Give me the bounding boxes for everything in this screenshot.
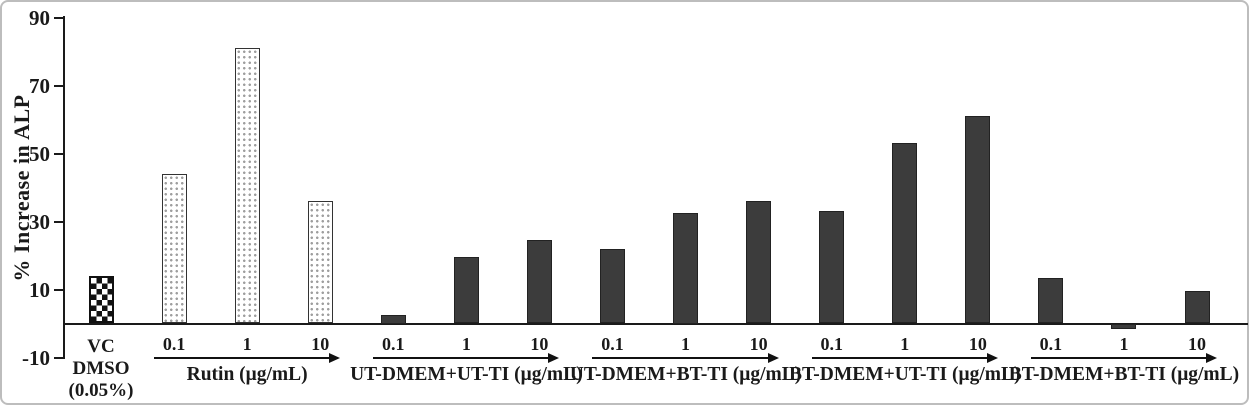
x-tick-label: 1	[1119, 334, 1129, 354]
group-axis-arrow	[592, 352, 779, 363]
bar	[746, 201, 772, 324]
group-label: Rutin (μg/mL)	[186, 364, 308, 385]
group-label-line: DMSO	[72, 358, 130, 379]
bar	[1111, 323, 1137, 329]
y-tick-mark	[54, 220, 64, 223]
group-axis-arrow	[373, 352, 560, 363]
x-tick-label: 10	[749, 334, 768, 354]
x-tick-label: 10	[311, 334, 330, 354]
y-tick-mark	[54, 152, 64, 155]
bar	[673, 213, 699, 324]
y-tick-label: 10	[29, 277, 50, 302]
group-axis-arrow	[154, 352, 341, 363]
x-tick-label: 10	[968, 334, 987, 354]
bar	[380, 315, 406, 324]
y-tick-mark	[54, 356, 64, 359]
y-tick-mark	[54, 16, 64, 19]
x-tick-label: 0.1	[382, 334, 405, 354]
group-label: UT-DMEM+UT-TI (μg/mL)	[350, 364, 583, 385]
bar	[819, 211, 845, 324]
y-tick-mark	[54, 84, 64, 87]
bar	[599, 248, 625, 324]
y-tick-mark	[54, 288, 64, 291]
bar	[892, 143, 918, 324]
y-tick-label: -10	[22, 345, 50, 370]
bar	[234, 48, 260, 324]
bar	[161, 173, 187, 324]
y-tick-label: 30	[29, 209, 50, 234]
bar	[526, 240, 552, 324]
bar	[1038, 277, 1064, 324]
x-tick-label: 10	[530, 334, 549, 354]
bar	[307, 201, 333, 324]
y-tick-label: 70	[29, 73, 50, 98]
y-axis-title: % Increase in ALP	[9, 94, 34, 282]
group-label-line: (0.05%)	[68, 380, 134, 401]
x-tick-label: 0.1	[162, 334, 186, 354]
x-tick-label: 1	[242, 334, 252, 354]
group-label-line: VC	[87, 336, 115, 357]
bar	[453, 257, 479, 324]
group-label: BT-DMEM+BT-TI (μg/mL)	[1008, 364, 1240, 385]
group-axis-arrow	[811, 352, 998, 363]
x-tick-label: 0.1	[1039, 334, 1063, 354]
bar	[965, 116, 991, 324]
x-tick-label: 1	[461, 334, 471, 354]
group-axis-arrow	[1030, 352, 1218, 363]
group-label: BT-DMEM+UT-TI (μg/mL)	[789, 364, 1021, 385]
bar	[88, 275, 114, 324]
x-tick-label: 0.1	[601, 334, 624, 354]
x-tick-label: 1	[900, 334, 910, 354]
y-tick-label: 90	[29, 5, 50, 30]
x-tick-label: 0.1	[820, 334, 843, 354]
y-tick-label: 50	[29, 141, 50, 166]
y-axis-line	[63, 16, 65, 359]
x-tick-label: 1	[681, 334, 691, 354]
group-label: UT-DMEM+BT-TI (μg/mL)	[569, 364, 802, 385]
x-axis-baseline	[63, 322, 1248, 325]
x-tick-label: 10	[1188, 334, 1207, 354]
bar	[1184, 291, 1210, 324]
